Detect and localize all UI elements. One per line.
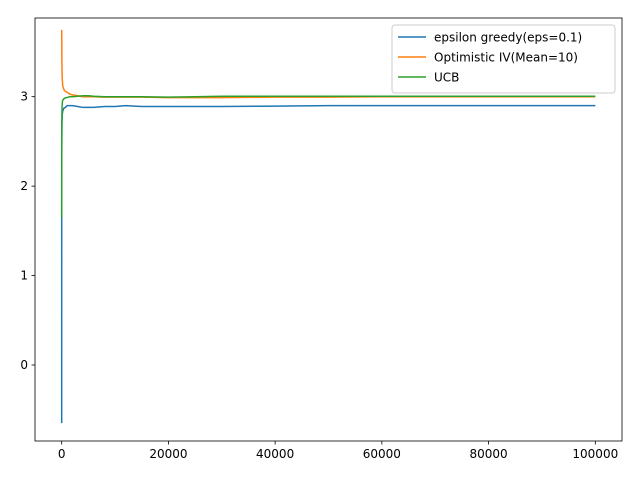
x-axis-ticks: 0 20000 40000 60000 80000 100000	[58, 441, 618, 461]
y-tick-label: 2	[20, 179, 28, 193]
x-tick-label: 60000	[363, 447, 401, 461]
legend: epsilon greedy(eps=0.1) Optimistic IV(Mea…	[391, 24, 616, 94]
plot-frame	[34, 17, 623, 442]
series-line-2	[60, 95, 596, 218]
legend-box	[391, 24, 616, 94]
series-layer	[60, 29, 596, 424]
y-tick-label: 3	[20, 90, 28, 104]
x-tick-label: 80000	[469, 447, 507, 461]
y-tick-label: 0	[20, 358, 28, 372]
legend-label: epsilon greedy(eps=0.1)	[434, 31, 582, 45]
x-tick-label: 0	[58, 447, 66, 461]
x-tick-label: 100000	[572, 447, 618, 461]
x-tick-label: 20000	[149, 447, 187, 461]
y-tick-label: 1	[20, 269, 28, 283]
y-axis-ticks: 0 1 2 3	[20, 90, 35, 372]
x-tick-label: 40000	[256, 447, 294, 461]
legend-label: Optimistic IV(Mean=10)	[434, 51, 578, 65]
legend-label: UCB	[434, 71, 459, 85]
